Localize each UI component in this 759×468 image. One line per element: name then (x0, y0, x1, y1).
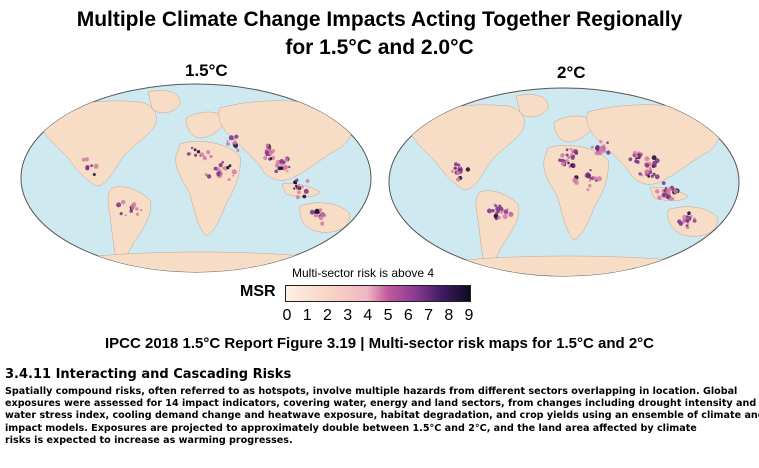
page-title-line-1: Multiple Climate Change Impacts Acting T… (76, 8, 683, 31)
msr-colorbar (285, 285, 471, 302)
colorbar-tick: 1 (302, 307, 312, 324)
colorbar-tick: 7 (424, 307, 433, 324)
body-line: water stress index, cooling demand chang… (5, 410, 759, 422)
section-body: Spatially compound risks, often referred… (5, 386, 759, 447)
colorbar-label: MSR (240, 283, 276, 300)
colorbar-tick: 4 (363, 307, 373, 324)
colorbar-tick: 3 (343, 307, 353, 324)
body-line: risks is expected to increase as warming… (5, 434, 293, 446)
body-line: exposures were assessed for 14 impact in… (5, 398, 757, 410)
map-label-2c: 2°C (557, 63, 586, 82)
colorbar-tick: 9 (464, 307, 474, 324)
colorbar-tick: 2 (322, 307, 332, 324)
colorbar-tick: 5 (383, 307, 393, 324)
colorbar-tick: 0 (282, 307, 292, 324)
figure-caption: IPCC 2018 1.5°C Report Figure 3.19 | Mul… (104, 335, 655, 352)
section-heading: 3.4.11 Interacting and Cascading Risks (5, 367, 292, 382)
world-risk-map-1-5c (20, 83, 372, 273)
page-title-line-2: for 1.5°C and 2.0°C (285, 36, 474, 59)
colorbar-tick: 6 (403, 307, 413, 324)
world-risk-map-2c (388, 87, 740, 277)
map-label-1-5c: 1.5°C (185, 61, 228, 80)
colorbar-note: Multi-sector risk is above 4 (292, 266, 435, 280)
body-line: impact models. Exposures are projected t… (5, 422, 697, 434)
body-line: Spatially compound risks, often referred… (5, 386, 738, 397)
colorbar-tick: 8 (444, 307, 454, 324)
